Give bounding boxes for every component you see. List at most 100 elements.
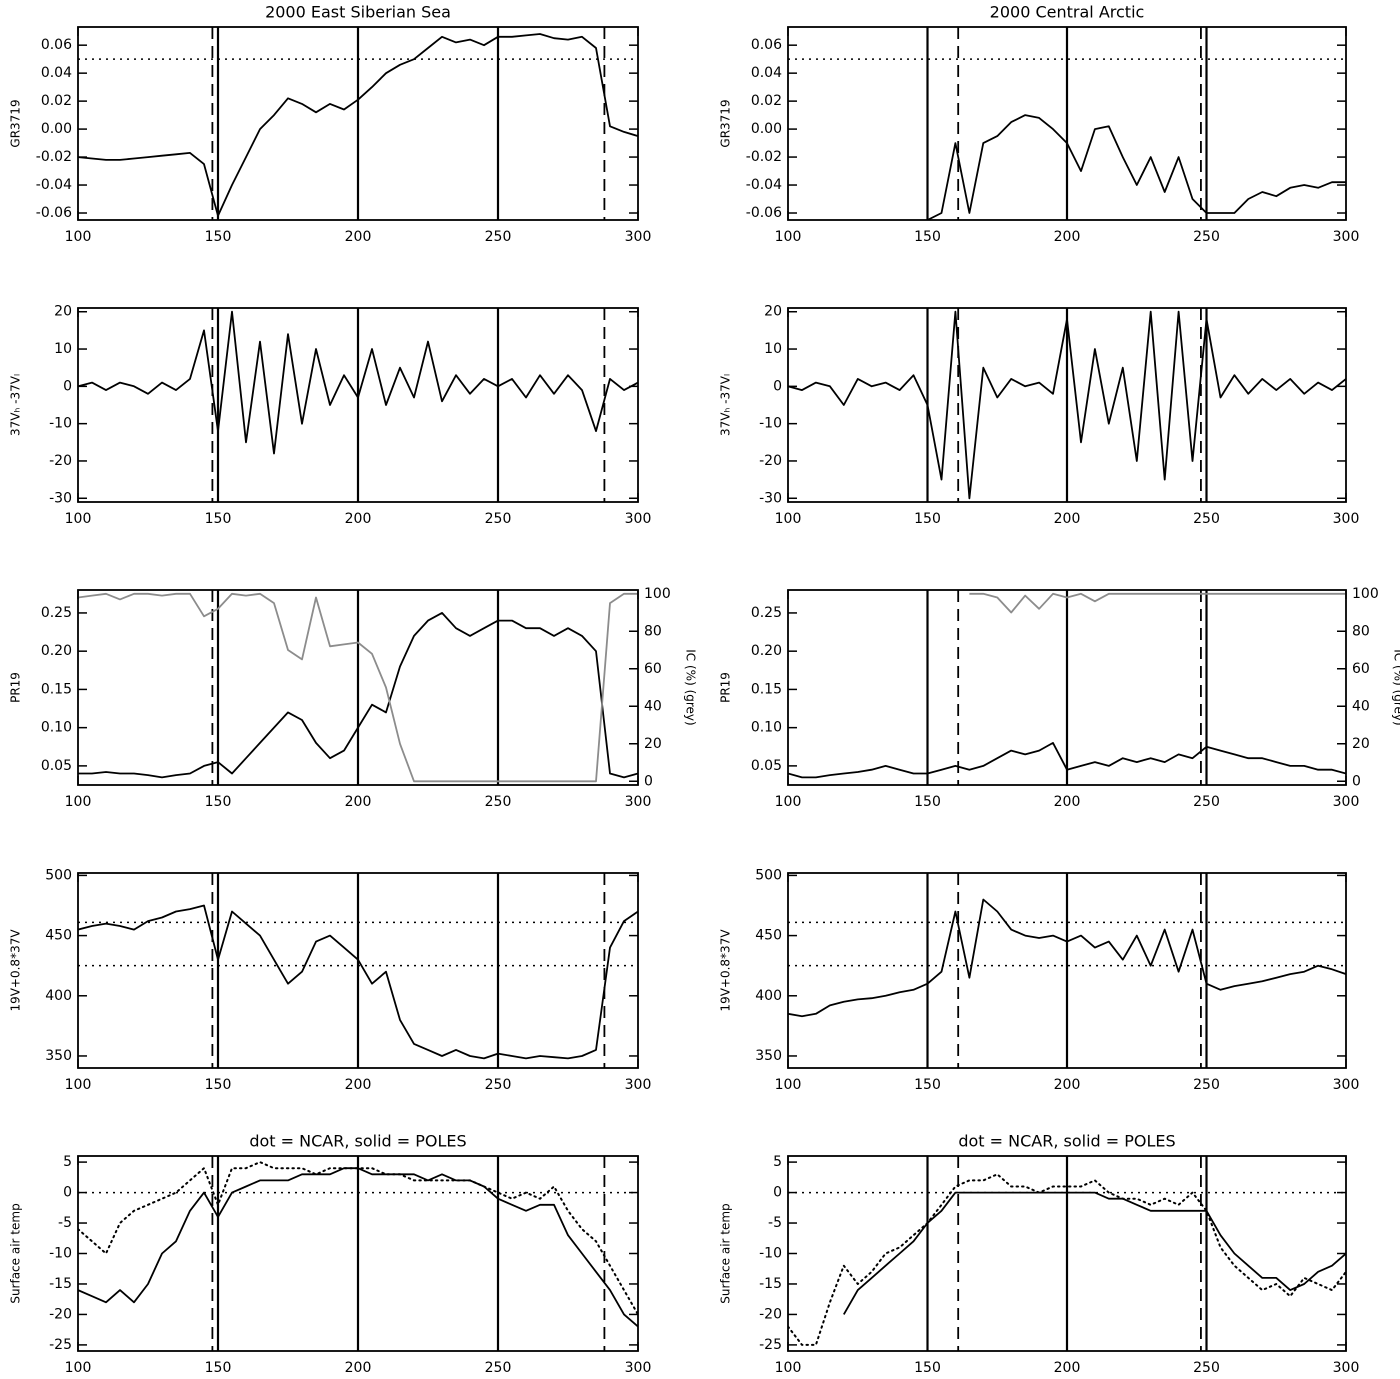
x-tick-label: 250 bbox=[1193, 511, 1220, 527]
y-tick-label: 0.02 bbox=[751, 93, 782, 109]
plot-area bbox=[78, 873, 638, 1068]
y-tick-label: 0.06 bbox=[41, 37, 72, 53]
y-tick-label: 0.20 bbox=[751, 643, 782, 659]
plot-frame bbox=[77, 1155, 639, 1352]
y-tick-label: 0.05 bbox=[41, 758, 72, 774]
panel-title: 2000 Central Arctic bbox=[990, 3, 1145, 22]
panel: 2000 Central Arctic GR3719 -0.06 -0.04 -0.02… bbox=[719, 3, 1360, 246]
y2-tick-label: 0 bbox=[644, 773, 653, 789]
x-tick-label: 300 bbox=[625, 1077, 652, 1093]
x-tick-label: 150 bbox=[205, 1360, 232, 1376]
y-tick-label: 0 bbox=[773, 378, 782, 394]
data-line bbox=[788, 310, 1346, 500]
data-line bbox=[78, 1161, 638, 1316]
x-tick-label: 250 bbox=[1193, 794, 1220, 810]
panel: 19V+0.8*37V 350 400 450 500 100 150 200 250 300 bbox=[9, 867, 652, 1093]
x-tick-label: 100 bbox=[775, 1360, 802, 1376]
x-tick-label: 100 bbox=[65, 229, 92, 245]
x-tick-label: 250 bbox=[485, 229, 512, 245]
y-tick-label: -20 bbox=[49, 1306, 72, 1322]
data-line bbox=[78, 904, 638, 1060]
plot-area bbox=[78, 308, 638, 502]
y-tick-label: 5 bbox=[773, 1154, 782, 1170]
data-line bbox=[788, 1173, 1346, 1346]
panel: PR19 IC (%) (grey) 0.05 0.10 0.15 0.20 0.25 0 20… bbox=[9, 586, 698, 810]
y-tick-label: -0.06 bbox=[746, 205, 782, 221]
x-tick-label: 100 bbox=[775, 511, 802, 527]
x-tick-label: 150 bbox=[914, 1077, 941, 1093]
panel: 37Vₕ -37Vₗ -30 -20 -10 0 10 20 100 150 200 250 300 bbox=[9, 304, 652, 527]
x-tick-label: 100 bbox=[775, 229, 802, 245]
y-tick-label: 0.04 bbox=[41, 65, 72, 81]
y-axis-label: GR3719 bbox=[719, 99, 733, 147]
y-tick-label: 0.04 bbox=[751, 65, 782, 81]
y-tick-label: -5 bbox=[58, 1215, 72, 1231]
x-tick-label: 300 bbox=[1333, 794, 1360, 810]
y-tick-label: 0.00 bbox=[41, 121, 72, 137]
y-axis-label: 19V+0.8*37V bbox=[9, 929, 23, 1012]
x-tick-label: 200 bbox=[1054, 229, 1081, 245]
y-axis-label: 37Vₕ -37Vₗ bbox=[9, 374, 23, 436]
y2-tick-label: 80 bbox=[644, 623, 662, 639]
y-axis-label: Surface air temp bbox=[9, 1203, 23, 1303]
y-tick-label: -0.04 bbox=[36, 177, 72, 193]
x-tick-label: 300 bbox=[1333, 229, 1360, 245]
x-tick-label: 300 bbox=[1333, 1077, 1360, 1093]
panel: 2000 East Siberian Sea GR3719 -0.06 -0.04 -0… bbox=[9, 3, 652, 246]
data-line bbox=[788, 898, 1346, 1018]
panel-title: 2000 East Siberian Sea bbox=[265, 3, 451, 22]
x-tick-label: 150 bbox=[205, 794, 232, 810]
x-tick-label: 200 bbox=[345, 794, 372, 810]
y-tick-label: 0.25 bbox=[41, 605, 72, 621]
y-tick-label: -20 bbox=[759, 453, 782, 469]
x-tick-label: 300 bbox=[1333, 511, 1360, 527]
plot-frame bbox=[77, 26, 639, 221]
x-tick-label: 250 bbox=[1193, 229, 1220, 245]
y2-tick-label: 100 bbox=[644, 586, 671, 602]
y-axis-label: 19V+0.8*37V bbox=[719, 929, 733, 1012]
y-tick-label: 0.10 bbox=[751, 720, 782, 736]
y-tick-label: -20 bbox=[759, 1306, 782, 1322]
y-tick-label: -10 bbox=[759, 1246, 782, 1262]
y-tick-label: -25 bbox=[759, 1337, 782, 1353]
plot-frame bbox=[77, 872, 639, 1069]
x-tick-label: 100 bbox=[65, 1077, 92, 1093]
y2-axis-label: IC (%) (grey) bbox=[1392, 649, 1400, 725]
plot-area bbox=[78, 590, 638, 785]
panel: dot = NCAR, solid = POLES Surface air tem… bbox=[719, 1132, 1360, 1377]
y-tick-label: 10 bbox=[764, 341, 782, 357]
y2-tick-label: 60 bbox=[644, 661, 662, 677]
y-tick-label: 0 bbox=[63, 378, 72, 394]
x-tick-label: 150 bbox=[205, 1077, 232, 1093]
y-tick-label: -30 bbox=[759, 490, 782, 506]
x-tick-label: 200 bbox=[1054, 511, 1081, 527]
data-line bbox=[843, 1191, 1346, 1315]
x-tick-label: 150 bbox=[205, 229, 232, 245]
plot-frame bbox=[77, 307, 639, 503]
x-tick-label: 250 bbox=[1193, 1360, 1220, 1376]
x-tick-label: 100 bbox=[65, 1360, 92, 1376]
y2-tick-label: 60 bbox=[1352, 661, 1370, 677]
x-tick-label: 150 bbox=[914, 511, 941, 527]
y-tick-label: 5 bbox=[63, 1154, 72, 1170]
x-tick-label: 300 bbox=[625, 794, 652, 810]
y-tick-label: 450 bbox=[755, 928, 782, 944]
panel: 19V+0.8*37V 350 400 450 500 100 150 200 250 300 bbox=[719, 867, 1360, 1093]
x-tick-label: 200 bbox=[345, 511, 372, 527]
x-tick-label: 250 bbox=[485, 511, 512, 527]
plot-area bbox=[788, 308, 1346, 502]
y-tick-label: -0.02 bbox=[36, 149, 72, 165]
plot-frame bbox=[787, 1155, 1347, 1352]
x-tick-label: 100 bbox=[775, 1077, 802, 1093]
y-tick-label: -10 bbox=[49, 416, 72, 432]
panel: 37Vₕ -37Vₗ -30 -20 -10 0 10 20 100 150 200 250 300 bbox=[719, 304, 1360, 527]
x-tick-label: 150 bbox=[914, 794, 941, 810]
x-tick-label: 250 bbox=[1193, 1077, 1220, 1093]
y-tick-label: 0.10 bbox=[41, 720, 72, 736]
x-tick-label: 200 bbox=[1054, 1077, 1081, 1093]
y-tick-label: -25 bbox=[49, 1337, 72, 1353]
x-tick-label: 250 bbox=[485, 1360, 512, 1376]
x-tick-label: 250 bbox=[485, 1077, 512, 1093]
y2-tick-label: 0 bbox=[1352, 773, 1361, 789]
y-tick-label: 20 bbox=[54, 304, 72, 320]
